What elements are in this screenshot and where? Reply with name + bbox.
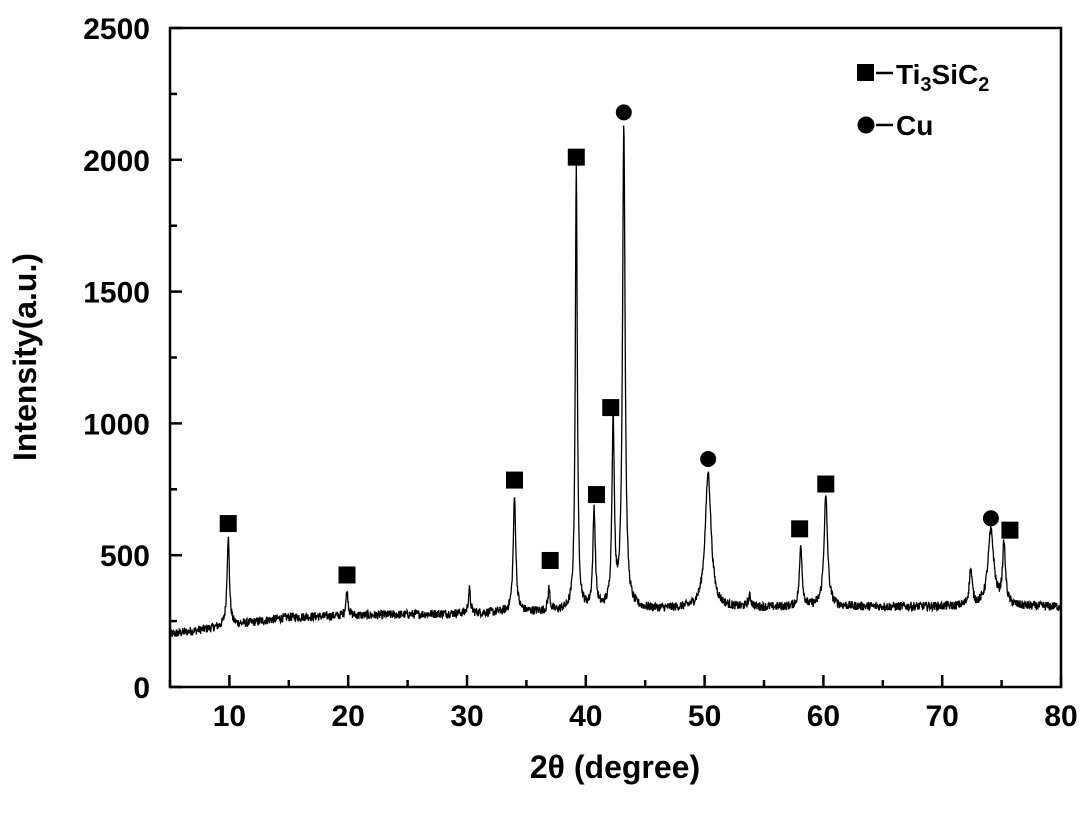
y-tick-label: 500 (100, 540, 150, 573)
legend-circle-marker (857, 116, 875, 134)
x-tick-label: 80 (1044, 700, 1077, 733)
x-axis-title: 2θ (degree) (530, 749, 700, 785)
legend-item-cu: Cu (857, 110, 933, 141)
ti3sic2-peak-marker (338, 566, 356, 584)
x-tick-label: 20 (332, 700, 365, 733)
y-tick-label: 2000 (83, 145, 150, 178)
x-axis-ticks: 10 20 30 40 50 60 70 80 (168, 675, 1078, 733)
legend-square-marker (857, 64, 874, 81)
legend-label-ti3sic2: Ti3SiC2 (896, 59, 989, 96)
y-tick-label: 1500 (83, 277, 150, 310)
ti3sic2-peak-marker (587, 486, 605, 504)
peak-markers (219, 104, 1019, 584)
y-tick-label: 2500 (83, 13, 150, 46)
ti3sic2-peak-marker (602, 399, 620, 417)
diffraction-pattern-line (169, 125, 1062, 637)
cu-peak-marker (700, 450, 717, 467)
y-tick-label: 1000 (83, 408, 150, 441)
ti3sic2-peak-marker (567, 148, 585, 166)
ti3sic2-peak-marker (1001, 521, 1019, 539)
x-tick-label: 70 (926, 700, 959, 733)
cu-peak-marker (615, 104, 632, 121)
legend-item-ti3sic2: Ti3SiC2 (857, 59, 989, 96)
y-tick-label: 0 (133, 672, 150, 705)
cu-peak-marker (982, 510, 999, 527)
x-tick-label: 30 (450, 700, 483, 733)
y-axis-title: Intensity(a.u.) (7, 253, 43, 461)
ti3sic2-peak-marker (219, 515, 237, 533)
ti3sic2-peak-marker (541, 551, 559, 569)
x-tick-label: 50 (688, 700, 721, 733)
ti3sic2-peak-marker (791, 520, 809, 538)
ti3sic2-peak-marker (817, 475, 835, 493)
x-tick-label: 40 (569, 700, 602, 733)
x-tick-label: 10 (213, 700, 246, 733)
legend-label-cu: Cu (896, 110, 933, 141)
ti3sic2-peak-marker (506, 471, 524, 489)
x-tick-label: 60 (807, 700, 840, 733)
y-axis-ticks: 0 500 1000 1500 2000 2500 (83, 13, 182, 705)
legend: Ti3SiC2 Cu (857, 59, 989, 141)
